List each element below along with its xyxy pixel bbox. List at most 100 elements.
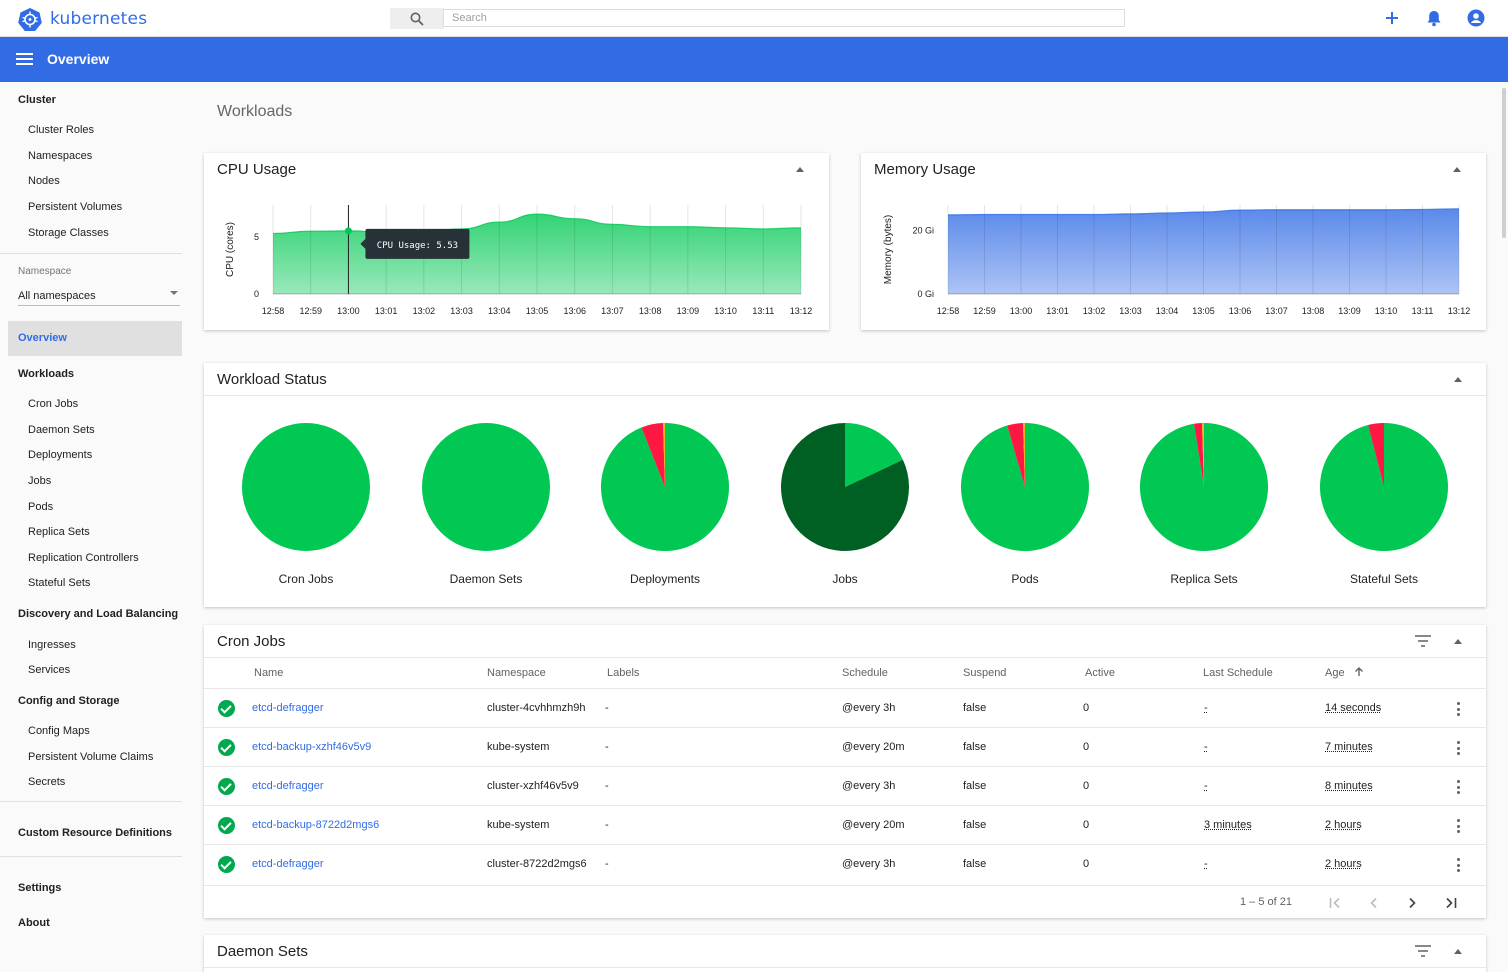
previous-page-button[interactable] <box>1364 893 1384 913</box>
sidebar-section-workloads[interactable]: Workloads <box>18 368 75 380</box>
table-row[interactable]: etcd-backup-xzhf46v5v9 kube-system - @every… <box>204 727 1487 766</box>
cell-last[interactable]: - <box>1204 780 1208 792</box>
collapse-icon[interactable] <box>1454 949 1462 954</box>
column-header-age[interactable]: Age <box>1325 667 1364 679</box>
sidebar-item-ingresses[interactable]: Ingresses <box>28 639 76 651</box>
sidebar-item-crd[interactable]: Custom Resource Definitions <box>18 827 173 839</box>
more-actions-icon[interactable] <box>1456 858 1460 872</box>
more-actions-icon[interactable] <box>1456 702 1460 716</box>
sidebar-item-overview[interactable]: Overview <box>8 321 182 356</box>
notifications-button[interactable] <box>1424 8 1444 28</box>
sidebar-item-cluster-roles[interactable]: Cluster Roles <box>28 124 95 136</box>
x-tick-label: 13:12 <box>790 306 813 316</box>
cell-name[interactable]: etcd-defragger <box>252 702 324 714</box>
sidebar-item-services[interactable]: Services <box>28 664 71 676</box>
sidebar-item-deployments[interactable]: Deployments <box>28 449 93 461</box>
cell-name[interactable]: etcd-defragger <box>252 780 324 792</box>
cell-name[interactable]: etcd-backup-xzhf46v5v9 <box>252 741 372 753</box>
next-page-button[interactable] <box>1402 893 1422 913</box>
cell-name[interactable]: etcd-backup-8722d2mgs6 <box>252 819 380 831</box>
first-page-button[interactable] <box>1325 893 1345 913</box>
column-header-name[interactable]: Name <box>254 667 284 679</box>
sidebar-item-secrets[interactable]: Secrets <box>28 776 66 788</box>
cell-namespace: kube-system <box>487 741 550 753</box>
more-actions-icon[interactable] <box>1456 741 1460 755</box>
create-button[interactable] <box>1382 8 1402 28</box>
cell-schedule: @every 20m <box>842 819 905 831</box>
cell-age[interactable]: 7 minutes <box>1325 741 1373 753</box>
namespace-select[interactable]: All namespaces <box>18 285 180 306</box>
cell-age[interactable]: 2 hours <box>1325 819 1362 831</box>
sidebar-item-settings[interactable]: Settings <box>18 882 62 894</box>
more-actions-icon[interactable] <box>1456 819 1460 833</box>
cell-last[interactable]: - <box>1204 858 1208 870</box>
sidebar-item-about[interactable]: About <box>18 917 50 929</box>
account-button[interactable] <box>1466 8 1486 28</box>
table-row[interactable]: etcd-defragger cluster-4cvhhmzh9h - @every … <box>204 688 1487 727</box>
mem-line <box>947 208 1460 216</box>
table-row[interactable]: etcd-defragger cluster-xzhf46v5v9 - @every … <box>204 766 1487 805</box>
y-tick-label: 5 <box>254 232 259 242</box>
search-input[interactable] <box>443 9 1125 27</box>
collapse-icon[interactable] <box>1453 167 1461 172</box>
x-tick-label: 13:03 <box>450 306 473 316</box>
more-actions-icon[interactable] <box>1456 780 1460 794</box>
sidebar-item-storage-classes[interactable]: Storage Classes <box>28 227 109 239</box>
cell-age[interactable]: 14 seconds <box>1325 702 1382 714</box>
cell-name[interactable]: etcd-defragger <box>252 858 324 870</box>
cell-last[interactable]: 3 minutes <box>1204 819 1252 831</box>
plus-icon <box>1386 12 1398 24</box>
cell-last[interactable]: - <box>1204 702 1208 714</box>
pie-chart <box>422 423 550 551</box>
table-row[interactable]: etcd-defragger cluster-8722d2mgs6 - @every … <box>204 844 1487 883</box>
collapse-icon[interactable] <box>1454 377 1462 382</box>
column-header-last-schedule[interactable]: Last Schedule <box>1203 667 1273 679</box>
sidebar-item-stateful-sets[interactable]: Stateful Sets <box>28 577 91 589</box>
daemon-sets-card: Daemon Sets <box>204 935 1486 972</box>
last-page-button[interactable] <box>1441 893 1461 913</box>
cell-active: 0 <box>1083 741 1090 753</box>
collapse-icon[interactable] <box>1454 639 1462 644</box>
memory-chart: 12:58 12:59 13:00 13:01 13:02 13:03 13:04 13:05… <box>883 205 1470 316</box>
sidebar-item-persistent-volumes[interactable]: Persistent Volumes <box>28 201 123 213</box>
cell-age[interactable]: 2 hours <box>1325 858 1362 870</box>
search-button[interactable] <box>390 8 444 29</box>
filter-icon[interactable] <box>1415 945 1431 957</box>
menu-icon[interactable] <box>16 51 34 67</box>
sidebar-item-replication-controllers[interactable]: Replication Controllers <box>28 552 139 564</box>
sidebar-section-config[interactable]: Config and Storage <box>18 695 120 707</box>
sidebar-item-replica-sets[interactable]: Replica Sets <box>28 526 90 538</box>
bell-icon <box>1427 10 1441 26</box>
collapse-icon[interactable] <box>796 167 804 172</box>
column-header-active[interactable]: Active <box>1085 667 1115 679</box>
column-header-suspend[interactable]: Suspend <box>963 667 1007 679</box>
pie-cron-jobs: Cron Jobs <box>236 421 376 586</box>
sidebar-item-pvc[interactable]: Persistent Volume Claims <box>28 751 154 763</box>
x-tick-label: 13:01 <box>1046 306 1069 316</box>
sidebar-section-cluster[interactable]: Cluster <box>18 94 56 106</box>
x-tick-label: 13:10 <box>714 306 737 316</box>
sidebar-item-nodes[interactable]: Nodes <box>28 175 60 187</box>
x-tick-label: 13:05 <box>526 306 549 316</box>
sidebar-item-namespaces[interactable]: Namespaces <box>28 150 93 162</box>
filter-icon[interactable] <box>1415 635 1431 647</box>
sidebar-item-cron-jobs[interactable]: Cron Jobs <box>28 398 79 410</box>
pie-slice-pending <box>1022 423 1025 487</box>
cell-active: 0 <box>1083 780 1090 792</box>
x-tick-label: 13:06 <box>563 306 586 316</box>
logo[interactable]: kubernetes <box>18 7 147 31</box>
x-tick-label: 12:59 <box>973 306 996 316</box>
sidebar-item-jobs[interactable]: Jobs <box>28 475 52 487</box>
search-area <box>390 8 1126 29</box>
cell-last[interactable]: - <box>1204 741 1208 753</box>
sidebar-item-daemon-sets[interactable]: Daemon Sets <box>28 424 95 436</box>
page-scrollbar[interactable] <box>1502 88 1506 238</box>
column-header-namespace[interactable]: Namespace <box>487 667 546 679</box>
sidebar-item-pods[interactable]: Pods <box>28 501 54 513</box>
status-success-icon <box>218 778 235 795</box>
sidebar-section-discovery[interactable]: Discovery and Load Balancing <box>18 608 179 620</box>
cell-age[interactable]: 8 minutes <box>1325 780 1373 792</box>
table-row[interactable]: etcd-backup-8722d2mgs6 kube-system - @every… <box>204 805 1487 844</box>
sidebar-item-config-maps[interactable]: Config Maps <box>28 725 90 737</box>
column-header-schedule[interactable]: Schedule <box>842 667 888 679</box>
